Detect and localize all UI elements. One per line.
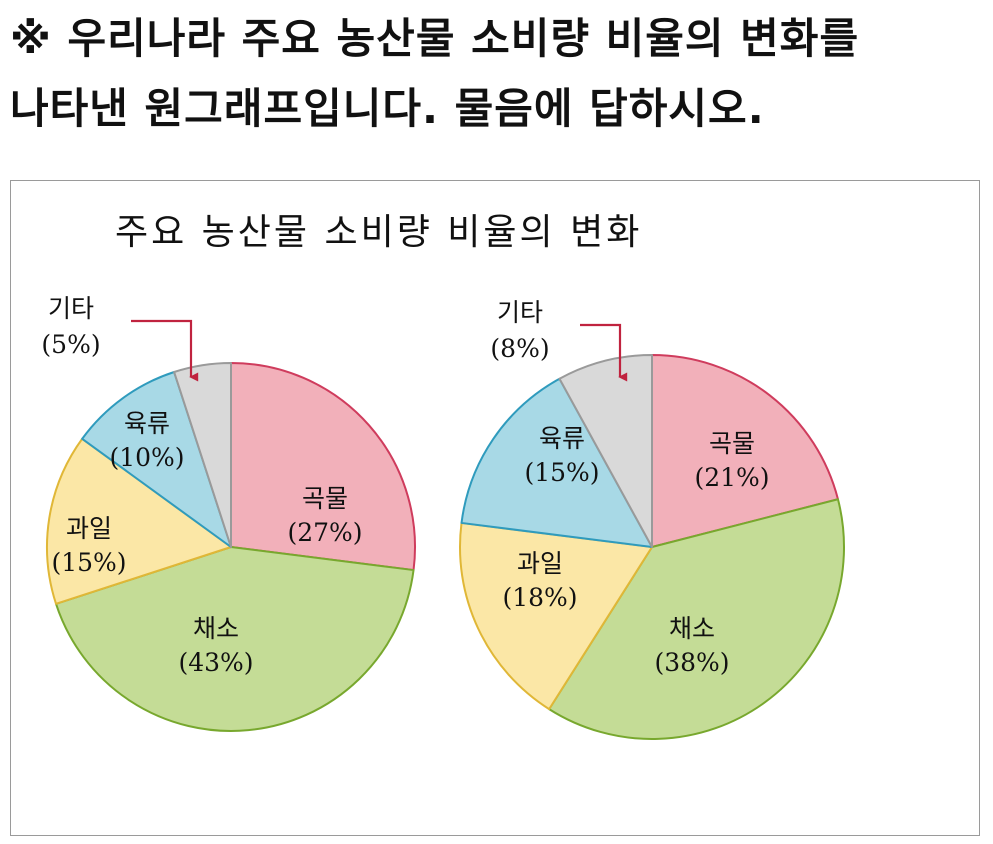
slice-label: 기타: [48, 294, 94, 323]
slice-percent: (8%): [490, 334, 549, 363]
question-line-2: 나타낸 원그래프입니다. 물음에 답하시오.: [10, 84, 765, 133]
slice-label: 곡물: [709, 429, 755, 458]
slice-percent: (43%): [178, 648, 253, 677]
figure-box: 주요 농산물 소비량 비율의 변화 곡물 (27%) 채소 (43%) 과일 (15%) 육…: [10, 180, 980, 836]
slice-label: 기타: [497, 298, 543, 327]
slice-label: 육류: [539, 424, 585, 453]
slice-percent: (15%): [524, 458, 599, 487]
slice-percent: (27%): [287, 518, 362, 547]
pie-slice: [460, 377, 653, 548]
slice-percent: (5%): [41, 330, 100, 359]
other-pointer-arrow: [580, 323, 628, 382]
slice-label: 과일: [66, 514, 112, 543]
pie-slice: [46, 437, 232, 605]
slice-label: 육류: [124, 409, 170, 438]
slice-percent: (38%): [654, 648, 729, 677]
pie-slice: [558, 354, 653, 548]
slice-percent: (18%): [502, 583, 577, 612]
pie-slice: [81, 371, 232, 548]
pie-slice: [55, 546, 415, 732]
slice-label: 과일: [517, 549, 563, 578]
slice-label: 곡물: [302, 484, 348, 513]
pie-chart-1: 곡물 (27%) 채소 (43%) 과일 (15%) 육류 (10%) 기타 (5%): [41, 294, 416, 732]
other-pointer-arrow: [131, 319, 199, 382]
slice-label: 채소: [193, 614, 239, 643]
pie-charts: 곡물 (27%) 채소 (43%) 과일 (15%) 육류 (10%) 기타 (5%) 곡물 (21%…: [41, 294, 845, 740]
pie-chart-2: 곡물 (21%) 채소 (38%) 과일 (18%) 육류 (15%) 기타 (8%): [459, 298, 845, 740]
slice-percent: (21%): [694, 463, 769, 492]
chart-title: 주요 농산물 소비량 비율의 변화: [115, 212, 643, 253]
pie-slice: [173, 362, 232, 548]
question-line-1: ※ 우리나라 주요 농산물 소비량 비율의 변화를: [10, 14, 860, 63]
question-text: ※ 우리나라 주요 농산물 소비량 비율의 변화를 나타낸 원그래프입니다. 물…: [10, 4, 985, 144]
slice-label: 채소: [669, 614, 715, 643]
slice-percent: (15%): [51, 548, 126, 577]
slice-percent: (10%): [109, 443, 184, 472]
pie-slice: [459, 521, 653, 711]
pie-slice: [651, 354, 839, 548]
pie-slice: [230, 362, 416, 572]
pie-slice: [548, 498, 845, 740]
